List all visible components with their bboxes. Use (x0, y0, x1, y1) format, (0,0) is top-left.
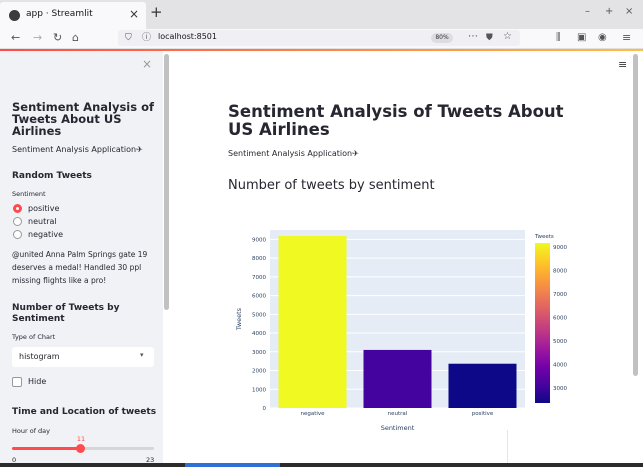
hour-slider-track[interactable] (12, 444, 154, 453)
sidebar: × Sentiment Analysis of Tweets About US … (0, 51, 163, 463)
chart-type-value[interactable]: histogram (19, 352, 60, 361)
forward-icon[interactable]: → (33, 31, 43, 44)
hide-checkbox[interactable] (12, 377, 22, 387)
hour-slider-fill (12, 447, 80, 450)
sidebar-scrollbar[interactable] (164, 54, 169, 310)
y-tick-label: 0 (263, 406, 267, 412)
colorbar-title: Tweets (534, 234, 554, 240)
sidebar-title: Sentiment Analysis of Tweets About US Ai… (12, 100, 155, 138)
main-scrollbar[interactable] (633, 54, 638, 376)
colorbar-tick-label: 7000 (553, 292, 567, 298)
radio-negative-label[interactable]: negative (28, 230, 63, 239)
x-tick-label: positive (472, 411, 494, 417)
page-title: Sentiment Analysis of Tweets About US Ai… (228, 102, 564, 139)
chart-type-label: Type of Chart (12, 333, 56, 341)
bar-positive (448, 363, 517, 408)
colorbar (535, 243, 550, 403)
more-icon[interactable]: ⋯ (468, 31, 478, 42)
shield-icon[interactable]: ⛉ (125, 33, 132, 43)
radio-positive-label[interactable]: positive (28, 204, 60, 213)
colorbar-tick-label: 3000 (553, 386, 567, 392)
hide-checkbox-label[interactable]: Hide (28, 377, 47, 386)
y-tick-label: 9000 (252, 237, 266, 243)
minimize-icon[interactable]: – (585, 6, 590, 17)
radio-negative[interactable] (13, 230, 22, 239)
url-bar[interactable]: ⛉ ⓘ localhost:8501 80% ⋯ ⛊ ☆ (118, 30, 520, 46)
account-icon[interactable]: ◉ (598, 32, 607, 43)
y-tick-label: 6000 (252, 294, 266, 300)
y-tick-label: 5000 (252, 312, 266, 318)
y-tick-label: 4000 (252, 331, 266, 337)
divider (507, 430, 508, 463)
sentiment-bar-chart[interactable]: 0 1000 2000 3000 4000 5000 6000 7000 8000 9000 neg… (230, 228, 575, 433)
colorbar-tick-label: 8000 (553, 269, 567, 275)
colorbar-tick-label: 5000 (553, 339, 567, 345)
window-close-icon[interactable]: × (625, 6, 634, 17)
browser-tab[interactable]: app · Streamlit × (0, 2, 146, 29)
tab-title: app · Streamlit (26, 9, 93, 19)
chart-section-title: Number of tweets by sentiment (228, 178, 435, 193)
page-subtitle: Sentiment Analysis Application✈ (228, 149, 359, 158)
sidebar-close-icon[interactable]: × (142, 57, 153, 71)
taskbar-active-item (185, 463, 280, 467)
hour-of-day-label: Hour of day (12, 427, 51, 435)
streamlit-header-decoration (0, 49, 643, 51)
y-axis-label: Tweets (235, 307, 243, 331)
zoom-badge[interactable]: 80% (431, 33, 453, 43)
chevron-down-icon[interactable]: ▾ (140, 351, 144, 359)
url-text[interactable]: localhost:8501 (158, 32, 217, 41)
slider-max: 23 (146, 456, 155, 463)
reload-icon[interactable]: ↻ (53, 31, 63, 44)
hour-slider-thumb[interactable] (75, 444, 85, 453)
new-tab-icon[interactable]: + (150, 3, 163, 21)
streamlit-favicon-icon (9, 10, 20, 21)
chart-type-select[interactable]: histogram ▾ (12, 347, 154, 367)
tab-close-icon[interactable]: × (129, 7, 140, 21)
y-tick-label: 8000 (252, 256, 266, 262)
time-location-heading: Time and Location of tweets (12, 407, 157, 417)
random-tweet-text: @united Anna Palm Springs gate 19 deserv… (12, 250, 148, 285)
colorbar-tick-label: 9000 (553, 245, 567, 251)
bar-neutral (363, 349, 432, 408)
x-axis-label: Sentiment (381, 424, 415, 432)
radio-positive[interactable] (13, 204, 22, 213)
number-of-tweets-heading: Number of Tweets by Sentiment (12, 303, 120, 324)
radio-neutral-label[interactable]: neutral (28, 217, 57, 226)
x-tick-label: negative (300, 411, 325, 417)
y-tick-label: 1000 (252, 387, 266, 393)
back-icon[interactable]: ← (11, 31, 21, 44)
app-menu-icon[interactable]: ≡ (618, 58, 628, 71)
browser-nav-bar: ← → ↻ ⌂ ⛉ ⓘ localhost:8501 80% ⋯ ⛊ ☆ ⫼ ▣… (0, 29, 643, 49)
colorbar-tick-label: 6000 (553, 316, 567, 322)
slider-value: 11 (76, 435, 86, 443)
bookmark-star-icon[interactable]: ☆ (503, 31, 512, 42)
radio-neutral[interactable] (13, 217, 22, 226)
home-icon[interactable]: ⌂ (72, 31, 79, 44)
pocket-icon[interactable]: ⛊ (486, 33, 493, 43)
y-tick-label: 2000 (252, 369, 266, 375)
info-icon[interactable]: ⓘ (142, 33, 152, 43)
y-tick-label: 3000 (252, 350, 266, 356)
browser-tab-bar: app · Streamlit × + – + × (0, 0, 643, 29)
taskbar (0, 463, 643, 467)
sidebar-subtitle: Sentiment Analysis Application✈ (12, 145, 143, 154)
sentiment-label: Sentiment (12, 190, 46, 198)
library-icon[interactable]: ⫼ (556, 32, 561, 43)
sidebar-icon[interactable]: ▣ (577, 32, 587, 43)
slider-min: 0 (12, 456, 17, 463)
bar-negative (278, 236, 347, 408)
y-tick-label: 7000 (252, 275, 266, 281)
random-tweets-heading: Random Tweets (12, 171, 92, 181)
menu-icon[interactable]: ≡ (622, 31, 632, 44)
colorbar-tick-label: 4000 (553, 363, 567, 369)
maximize-icon[interactable]: + (605, 6, 614, 17)
x-tick-label: neutral (388, 411, 408, 417)
